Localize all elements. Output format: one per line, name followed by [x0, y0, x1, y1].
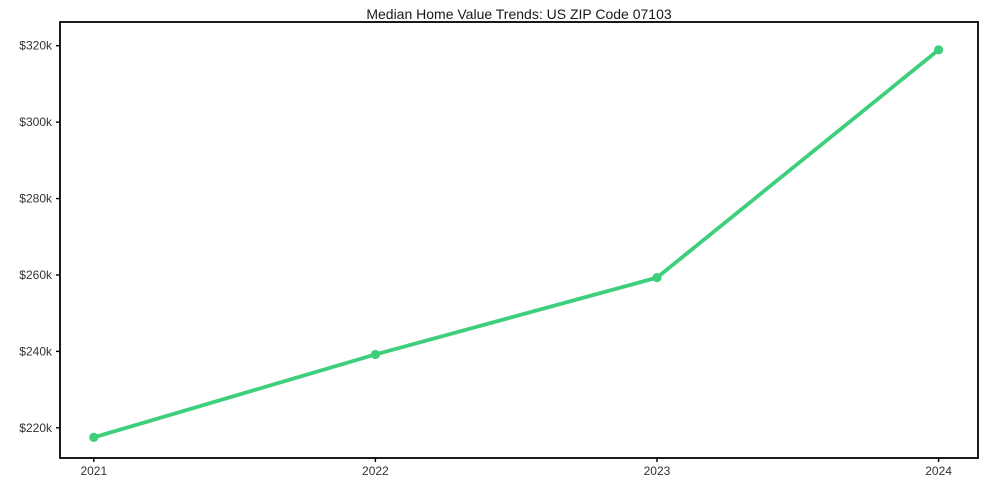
x-tick-label: 2023	[644, 464, 671, 478]
y-tick-label: $260k	[19, 268, 53, 282]
data-line	[91, 47, 941, 440]
x-tick-label: 2024	[925, 464, 952, 478]
y-tick-label: $220k	[19, 421, 53, 435]
data-point	[933, 45, 944, 55]
data-point	[370, 349, 380, 360]
y-tick-label: $300k	[19, 115, 53, 129]
y-tick-label: $240k	[19, 344, 53, 358]
x-tick-label: 2022	[362, 464, 389, 478]
y-tick-label: $320k	[19, 39, 53, 53]
x-tick-label: 2021	[80, 464, 107, 478]
data-point	[89, 432, 99, 442]
data-point	[652, 273, 662, 283]
y-tick-label: $280k	[19, 192, 53, 206]
plot-border	[59, 21, 979, 459]
chart-title: Median Home Value Trends: US ZIP Code 07…	[366, 6, 672, 22]
